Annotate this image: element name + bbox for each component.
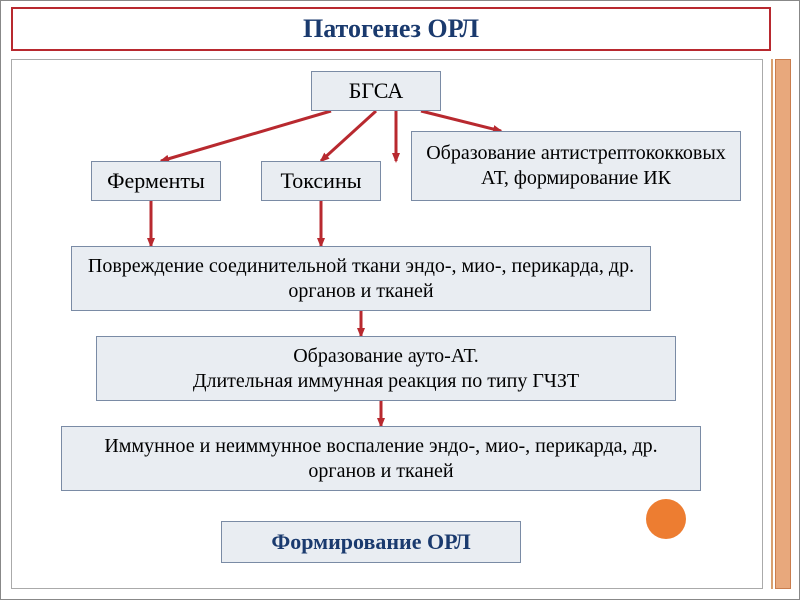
slide-frame: Патогенез ОРЛ БГСА Ферменты Токсины Образов… [0,0,800,600]
side-accent-bar [775,59,791,589]
node-tox: Токсины [261,161,381,201]
node-autoat: Образование ауто-АТ. Длительная иммунная… [96,336,676,401]
node-ferm: Ферменты [91,161,221,201]
title-text: Патогенез ОРЛ [303,14,479,44]
node-immune: Иммунное и неиммунное воспаление эндо-, … [61,426,701,491]
node-antist: Образование антистрептококковых АТ, форм… [411,131,741,201]
node-bgsa: БГСА [311,71,441,111]
node-damage: Повреждение соединительной ткани эндо-, … [71,246,651,311]
title-box: Патогенез ОРЛ [11,7,771,51]
circle-accent [646,499,686,539]
side-accent-divider [767,59,773,589]
node-final: Формирование ОРЛ [221,521,521,563]
